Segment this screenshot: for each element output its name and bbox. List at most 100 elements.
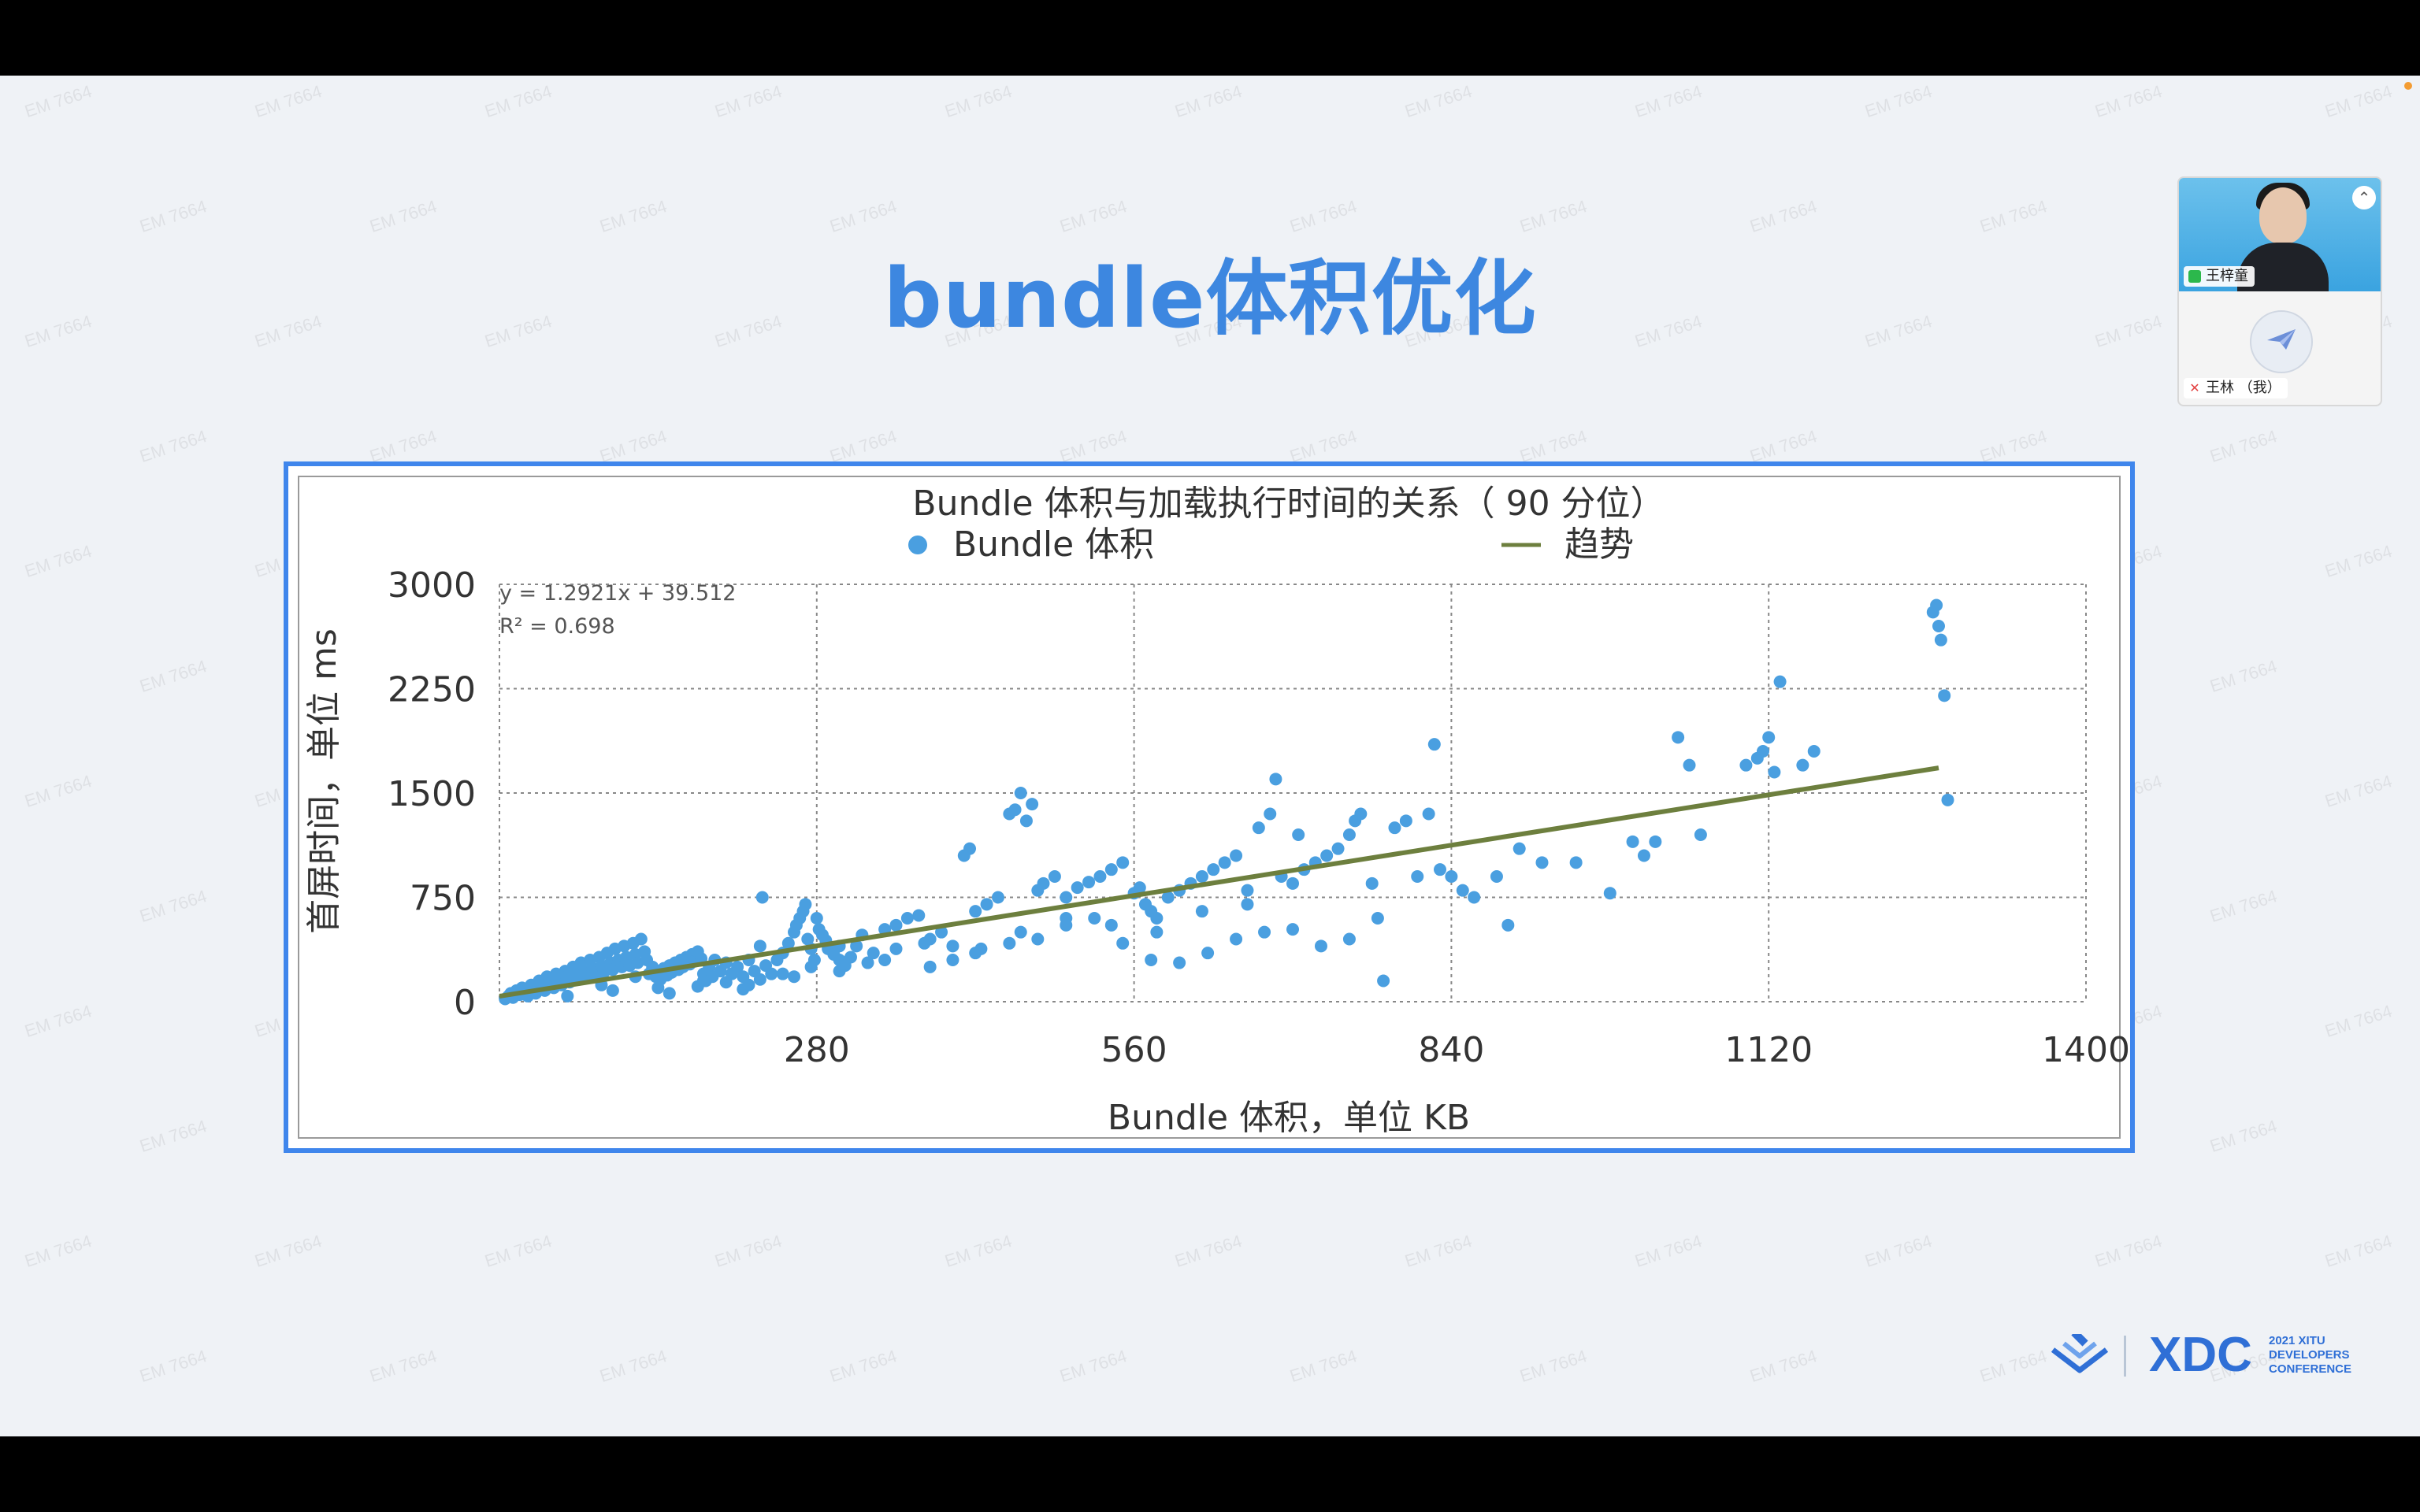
data-point [1941, 793, 1954, 806]
watermark-text: EM 7664 [2322, 771, 2395, 812]
data-point [1388, 821, 1401, 835]
data-point [1807, 745, 1821, 758]
data-point [1314, 939, 1327, 953]
data-point [696, 974, 710, 988]
watermark-text: EM 7664 [2092, 1231, 2165, 1272]
data-point [1241, 884, 1254, 897]
data-point [1422, 807, 1435, 821]
watermark-text: EM 7664 [2322, 81, 2395, 122]
data-point [1060, 912, 1073, 925]
watermark-text: EM 7664 [1172, 1231, 1245, 1272]
x-tick-label: 1120 [1724, 1030, 1813, 1070]
data-point [1150, 925, 1164, 939]
data-point [1468, 891, 1481, 904]
slide-title: bundle体积优化 [883, 250, 1537, 346]
watermark-text: EM 7664 [1632, 81, 1705, 122]
data-point [946, 939, 959, 953]
watermark-text: EM 7664 [712, 81, 785, 122]
y-tick-label: 2250 [388, 670, 476, 710]
y-tick-label: 3000 [388, 565, 476, 606]
legend-label-bundle: Bundle 体积 [953, 524, 1154, 565]
data-point [719, 976, 733, 989]
data-point [1377, 974, 1390, 988]
watermark-text: EM 7664 [1057, 1346, 1130, 1387]
data-point [1014, 787, 1027, 799]
data-point [1796, 758, 1809, 772]
data-point [651, 981, 665, 995]
collapse-panel-button[interactable]: ⌃ [2352, 186, 2376, 209]
watermark-text: EM 7664 [482, 81, 555, 122]
data-point [810, 912, 823, 925]
watermark-text: EM 7664 [2322, 541, 2395, 582]
data-point [991, 891, 1004, 904]
x-axis-label: Bundle 体积，单位 KB [1108, 1098, 1470, 1138]
data-point [1365, 876, 1379, 890]
data-point [900, 912, 914, 925]
participant-video-tile[interactable]: ⌃ 王梓童 [2179, 178, 2381, 291]
data-point [1932, 620, 1945, 632]
data-point [833, 965, 846, 978]
data-point [1104, 863, 1118, 876]
y-tick-label: 0 [454, 983, 476, 1023]
x-tick-label: 560 [1101, 1030, 1167, 1070]
watermark-text: EM 7664 [712, 1231, 785, 1272]
data-point [1569, 856, 1583, 869]
data-point [1535, 856, 1549, 869]
data-point [1342, 828, 1356, 841]
data-point [1093, 870, 1107, 883]
data-point [1286, 923, 1299, 936]
watermark-text: EM 7664 [137, 1116, 210, 1157]
chart-frame: Bundle 体积与加载执行时间的关系（ 90 分位） Bundle 体积 趋势… [284, 461, 2135, 1153]
data-point [1060, 891, 1073, 904]
video-call-panel[interactable]: ⌃ 王梓童 ✕ 王林 （我） [2177, 176, 2382, 406]
data-point [1014, 925, 1027, 939]
presentation-slide: EM 7664 EM 7664 EM 7664 EM 7664 EM 7664 EM 76… [0, 76, 2420, 1436]
mic-off-icon: ✕ [2189, 380, 2200, 395]
xdc-subtitle-line: DEVELOPERS [2269, 1348, 2350, 1362]
watermark-text: EM 7664 [2207, 656, 2280, 697]
data-point [1399, 814, 1412, 828]
window-bottom-bar [0, 1436, 2420, 1512]
data-point [1207, 863, 1220, 876]
data-point [1048, 870, 1061, 883]
data-point [1501, 918, 1515, 932]
logo-divider [2124, 1336, 2126, 1377]
watermark-text: EM 7664 [2207, 886, 2280, 927]
data-point [1019, 814, 1033, 828]
data-point [1456, 884, 1469, 897]
data-point [861, 956, 874, 969]
data-point [1342, 932, 1356, 946]
data-point [1026, 798, 1039, 811]
data-point [1773, 675, 1787, 688]
data-point [804, 960, 818, 973]
self-name-tag: ✕ 王林 （我） [2184, 378, 2288, 398]
data-point [1218, 856, 1231, 869]
speaker-face [2259, 187, 2307, 244]
watermark-text: EM 7664 [1517, 1346, 1590, 1387]
watermark-text: EM 7664 [1862, 81, 1935, 122]
watermark-text: EM 7664 [22, 1001, 95, 1042]
data-point [1768, 765, 1781, 779]
x-tick-label: 280 [784, 1030, 850, 1070]
data-point [801, 932, 815, 946]
data-point [1088, 912, 1101, 925]
grid-lines [499, 584, 2087, 1002]
xdc-mark-icon [2051, 1334, 2109, 1373]
data-point [1133, 881, 1146, 895]
data-point [1031, 932, 1045, 946]
data-point [935, 925, 948, 939]
data-point [1603, 887, 1616, 900]
data-point [867, 947, 880, 960]
trend-r-squared: R² = 0.698 [499, 614, 615, 639]
watermark-text: EM 7664 [1862, 1231, 1935, 1272]
watermark-text: EM 7664 [1402, 1231, 1475, 1272]
data-point [781, 936, 795, 950]
watermark-text: EM 7664 [22, 771, 95, 812]
data-point [1694, 828, 1707, 841]
watermark-text: EM 7664 [1977, 1346, 2050, 1387]
data-point [1637, 849, 1650, 862]
data-point [1512, 842, 1526, 855]
data-point [1071, 881, 1084, 895]
data-point [923, 960, 937, 973]
data-point [1934, 633, 1947, 647]
